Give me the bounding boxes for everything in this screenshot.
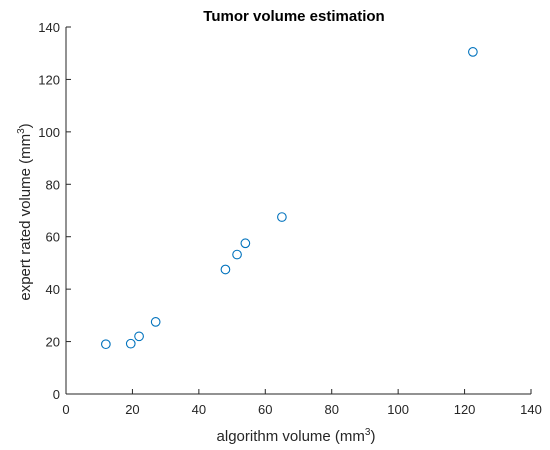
y-tick-label: 140 <box>38 20 60 35</box>
x-axis-ticks: 0 20 40 60 80 100 120 140 <box>62 389 542 417</box>
y-tick-label: 80 <box>46 177 60 192</box>
x-tick-label: 40 <box>192 402 206 417</box>
x-tick-label: 20 <box>125 402 139 417</box>
data-point <box>468 47 478 57</box>
y-tick-label: 100 <box>38 125 60 140</box>
x-tick-label: 120 <box>454 402 476 417</box>
x-tick-label: 60 <box>258 402 272 417</box>
y-tick-label: 40 <box>46 282 60 297</box>
y-axis-label: expert rated volume (mm3) <box>16 123 34 300</box>
data-point <box>277 212 287 222</box>
data-points <box>101 47 478 350</box>
y-tick-label: 0 <box>53 387 60 402</box>
data-point <box>150 317 161 327</box>
x-tick-label: 140 <box>520 402 542 417</box>
x-tick-label: 0 <box>62 402 69 417</box>
chart-title: Tumor volume estimation <box>203 8 384 25</box>
data-point <box>240 238 251 249</box>
data-point <box>101 339 111 350</box>
y-axis-ticks: 0 20 40 60 80 100 120 140 <box>38 20 71 402</box>
y-tick-label: 60 <box>46 230 60 245</box>
data-point <box>125 338 136 349</box>
data-point <box>134 331 144 342</box>
y-tick-label: 120 <box>38 72 60 87</box>
plot-area <box>65 27 531 395</box>
x-tick-label: 80 <box>324 402 338 417</box>
x-tick-label: 100 <box>387 402 409 417</box>
data-point <box>220 264 231 275</box>
data-point <box>232 249 242 260</box>
y-tick-label: 20 <box>46 335 60 350</box>
x-axis-label: algorithm volume (mm3) <box>217 427 376 445</box>
